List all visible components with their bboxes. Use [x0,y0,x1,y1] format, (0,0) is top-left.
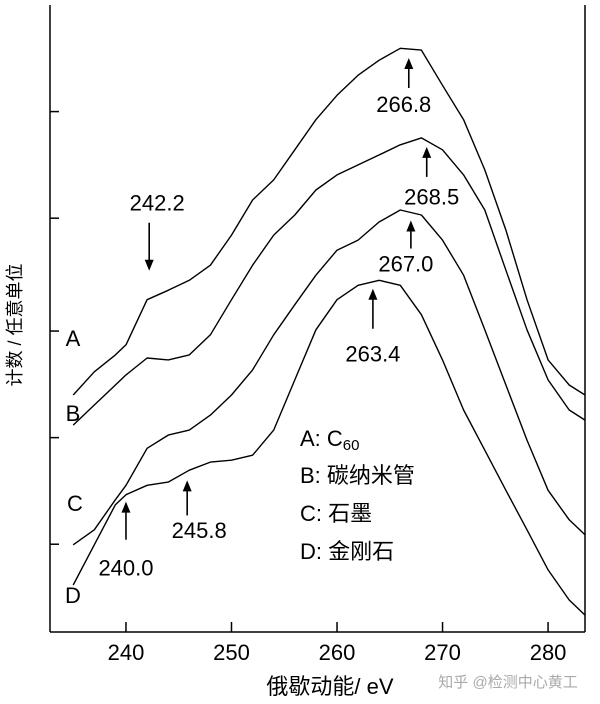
series-name: C [67,491,83,516]
watermark: 知乎 @检测中心黄工 [438,674,577,691]
annotation-label: 242.2 [130,191,185,216]
annotation-label: 245.8 [172,518,227,543]
series-line [72,137,586,426]
annotation-arrow-head [406,220,416,232]
annotation-arrow-head [368,288,378,300]
series-name: A [66,326,81,351]
series-line [72,47,586,396]
annotation-label: 263.4 [345,342,400,367]
y-axis-label: 计数 / 任意单位 [5,263,25,386]
annotation-arrow-head [144,259,154,271]
annotation-arrow-head [182,480,192,492]
series-name: B [66,401,81,426]
x-tick-label: 270 [424,640,461,665]
x-tick-label: 280 [530,640,567,665]
annotation-arrow-head [121,501,131,513]
x-tick-label: 250 [213,640,250,665]
series-name: D [65,583,81,608]
legend-entry: B: 碳纳米管 [300,463,415,488]
series-line [72,209,586,546]
x-tick-label: 240 [108,640,145,665]
legend-entry: C: 石墨 [300,501,372,526]
legend-entry: A: C60 [300,426,359,454]
annotation-arrow-head [422,146,432,158]
x-tick-label: 260 [319,640,356,665]
annotation-arrow-head [404,58,414,70]
series-line [72,279,586,616]
annotation-label: 268.5 [404,185,459,210]
annotation-label: 267.0 [378,251,433,276]
annotation-label: 266.8 [376,92,431,117]
x-axis-label: 俄歇动能/ eV [266,674,393,699]
legend-entry: D: 金刚石 [300,539,394,564]
annotation-label: 240.0 [98,555,153,580]
